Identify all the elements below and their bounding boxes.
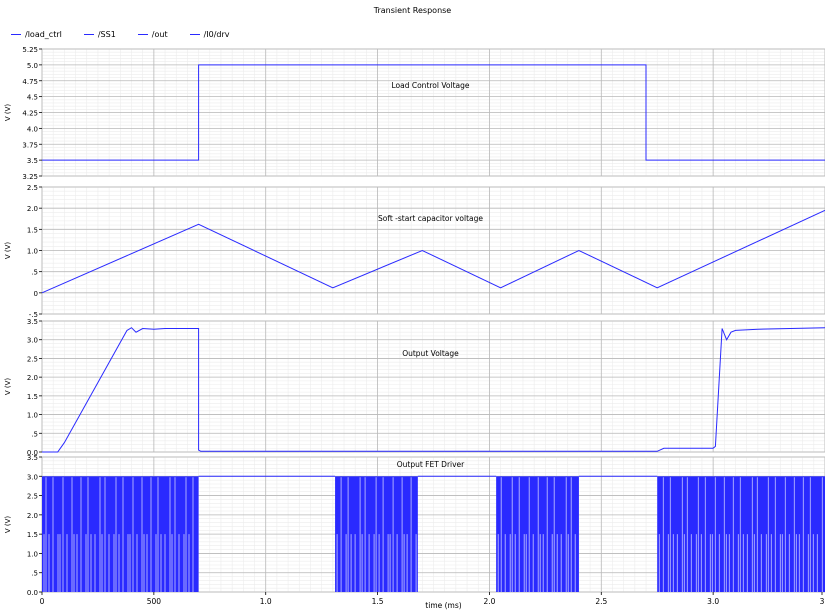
y-tick-label: 3.0 [27,337,38,345]
y-tick-label: 2.0 [27,512,38,520]
x-tick-label: 2.0 [483,597,495,606]
panel-annotation: Soft -start capacitor voltage [378,214,483,223]
x-tick-label: 1.0 [260,597,272,606]
legend-item-drv: /I0/drv [189,28,230,40]
legend-label: /out [151,29,168,39]
legend-label: /I0/drv [203,29,230,39]
y-tick-label: 1.0 [27,248,38,256]
legend-item-load-ctrl: /load_ctrl [11,28,62,40]
x-tick-label: 1.5 [372,597,384,606]
y-tick-label: .5 [31,570,38,578]
y-tick-label: 2.0 [27,374,38,382]
series-line-load-ctrl [42,64,825,161]
chart-title: Transient Response [373,6,452,15]
x-tick-label: 3.0 [707,597,719,606]
legend-swatch [189,33,200,35]
legend-label: /load_ctrl [25,29,62,39]
series-line-out [42,327,825,453]
legend-item-ss1: /SS1 [83,28,116,40]
legend-swatch [83,33,94,35]
x-tick-label: 2.5 [595,597,607,606]
panel-annotation: Load Control Voltage [391,81,469,90]
y-tick-label: 4.25 [22,110,38,118]
y-tick-label: 3.0 [27,473,38,481]
y-tick-label: .5 [31,269,38,277]
y-tick-label: 2.5 [27,184,38,192]
y-tick-label: 5.0 [27,62,38,70]
y-tick-label: 4.75 [22,78,38,86]
x-tick-label: 0 [40,597,45,606]
legend: /load_ctrl /SS1 /out /I0/drv [11,28,252,40]
panel-annotation: Output Voltage [402,349,459,358]
y-tick-label: 0 [34,290,38,298]
y-tick-label: 4.5 [27,94,38,102]
y-axis-label: V (V) [4,378,12,396]
legend-swatch [137,33,148,35]
y-tick-label: 1.0 [27,412,38,420]
legend-item-out: /out [137,28,168,40]
series-line-SS1 [41,209,825,294]
y-axis-label: V (V) [4,242,12,260]
y-tick-label: 2.5 [27,355,38,363]
y-tick-label: -.5 [29,311,38,319]
y-tick-label: 4.0 [27,125,38,133]
pwm-burst [335,476,418,592]
y-tick-label: 2.5 [27,493,38,501]
y-tick-label: 1.0 [27,550,38,558]
x-axis-label: time (ms) [425,601,461,610]
y-tick-label: 5.25 [22,46,38,54]
y-tick-label: 3.25 [22,173,38,181]
y-tick-label: 3.5 [27,157,38,165]
x-tick-label: 500 [147,597,162,606]
y-tick-label: 3.75 [22,141,38,149]
y-tick-label: .5 [31,430,38,438]
y-tick-label: 3.5 [27,318,38,326]
x-tick-label: 3 [820,597,825,606]
y-tick-label: 1.5 [27,226,38,234]
y-tick-label: 0.0 [27,589,38,597]
y-tick-label: 1.5 [27,393,38,401]
legend-label: /SS1 [97,29,116,39]
panel-annotation: Output FET Driver [397,460,465,469]
legend-swatch [11,33,21,35]
y-tick-label: 3.5 [27,454,38,462]
y-tick-label: 2.0 [27,205,38,213]
y-tick-label: 1.5 [27,531,38,539]
pwm-burst [42,476,199,592]
y-axis-label: V (V) [4,516,12,534]
pwm-burst [496,476,579,592]
pwm-burst [657,476,825,592]
y-axis-label: V (V) [4,104,12,122]
y-tick-label: 0.0 [27,449,38,457]
